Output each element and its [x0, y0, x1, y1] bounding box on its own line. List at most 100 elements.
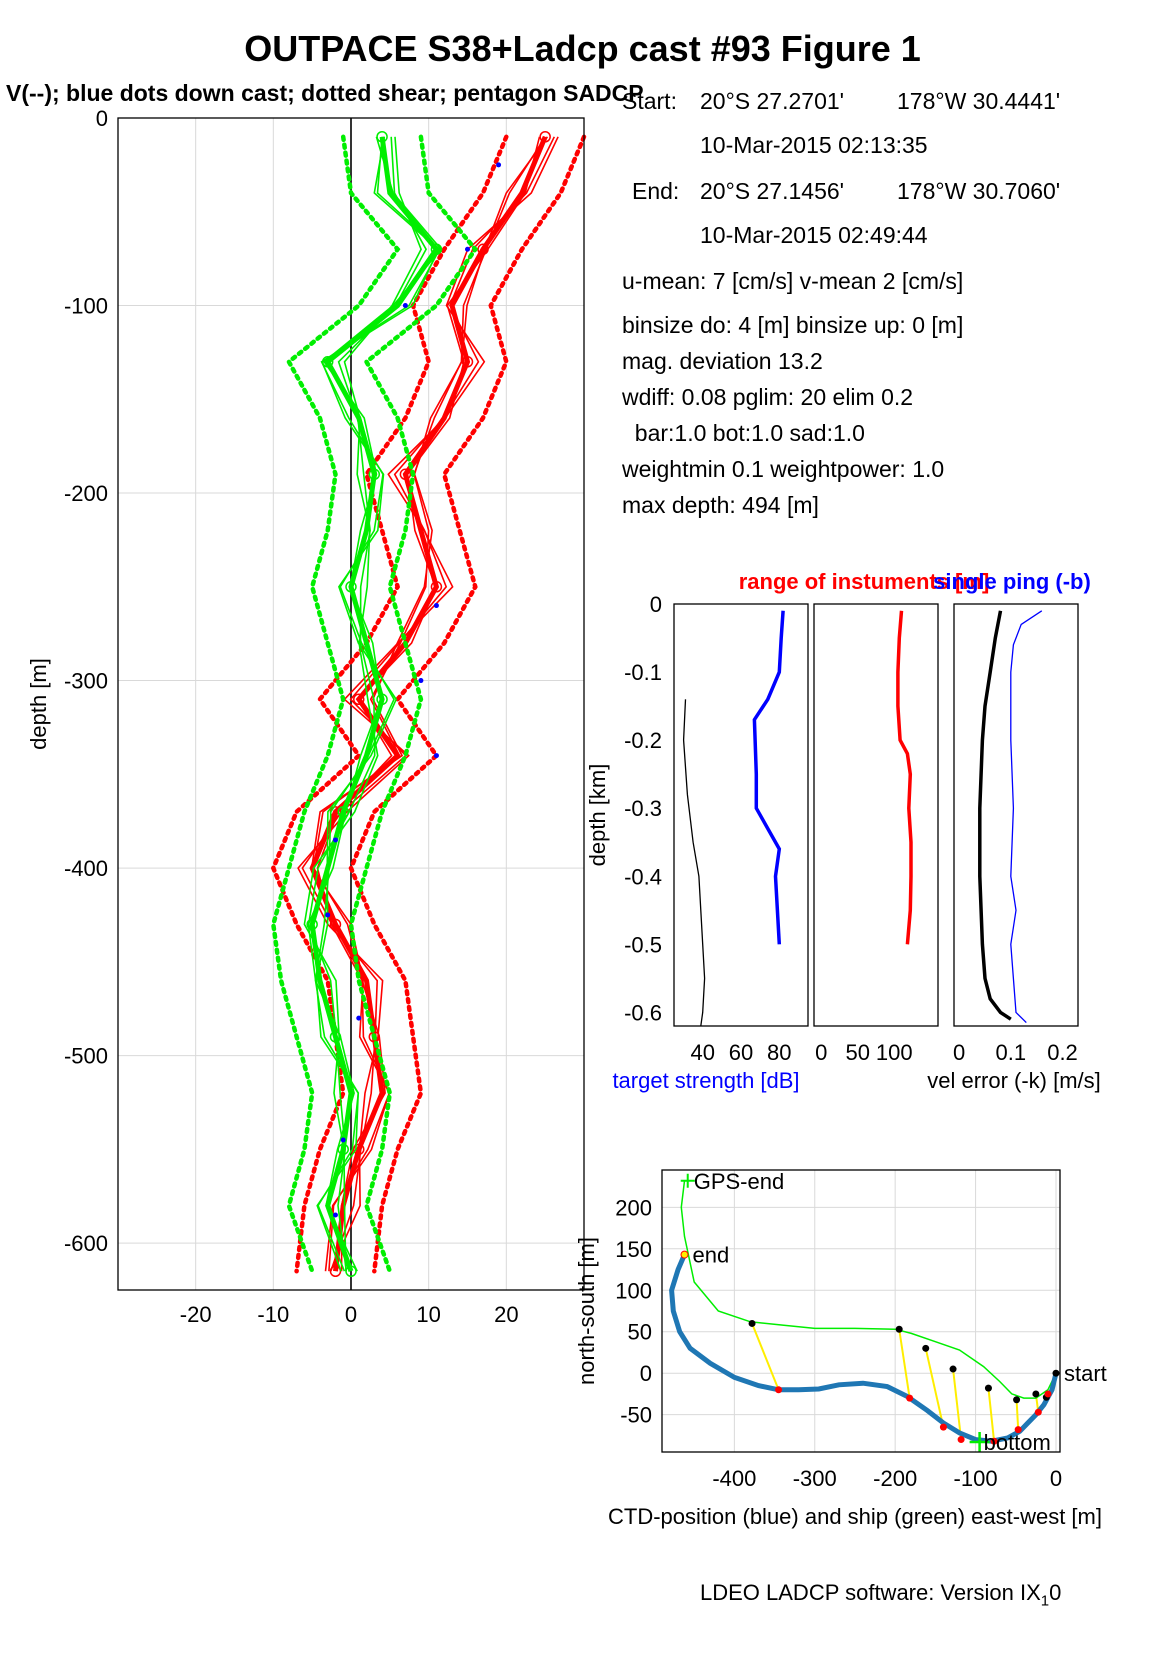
velocity-error-chart: 0 0.1 0.2 vel error (-k) [m/s]	[927, 603, 1101, 1093]
x-tick-label: 0	[815, 1040, 827, 1065]
y-axis-label: depth [m]	[26, 658, 51, 750]
sadcp-marker-u	[461, 356, 474, 368]
start-time: 10-Mar-2015 02:13:35	[700, 132, 928, 158]
binsize-info: binsize do: 4 [m] binsize up: 0 [m]	[622, 312, 964, 338]
sadcp-marker-v	[376, 131, 388, 143]
ship-marker	[748, 1319, 756, 1327]
ship-marker	[922, 1344, 930, 1352]
ctd-marker	[957, 1436, 965, 1444]
y-tick-label: -0.2	[624, 728, 662, 753]
x-tick-label: -300	[793, 1466, 837, 1491]
ctd-marker	[939, 1423, 947, 1431]
sadcp-marker-v	[337, 1143, 349, 1156]
link-line	[924, 1348, 945, 1428]
y-tick-label: -0.3	[624, 796, 662, 821]
x-tick-label: 20	[494, 1302, 518, 1327]
end-time: 10-Mar-2015 02:49:44	[700, 222, 928, 248]
y-tick-label: -500	[64, 1044, 108, 1069]
downcast-dot	[402, 303, 408, 309]
ctd-marker	[1044, 1390, 1052, 1398]
sadcp-marker-u	[329, 918, 342, 931]
panel-axes	[813, 603, 939, 1027]
series-line--k	[978, 610, 1012, 1021]
link-line	[987, 1388, 996, 1442]
y-axis-label: depth [km]	[585, 764, 610, 867]
link-line	[1015, 1399, 1020, 1430]
position-chart: GPS-end end start bottom -400 -300 -200 -100 0 20…	[574, 1169, 1107, 1529]
downcast-dot	[332, 837, 338, 843]
profile-axes	[117, 117, 585, 1291]
panel-axes	[953, 603, 1079, 1027]
shear-bound-u	[270, 134, 509, 1274]
start-label: Start:	[622, 88, 677, 114]
x-tick-label: -100	[954, 1466, 998, 1491]
y-tick-label: -0.1	[624, 660, 662, 685]
downcast-dot	[418, 678, 424, 684]
y-tick-label: -200	[64, 481, 108, 506]
y-axis-label: north-south [m]	[574, 1237, 599, 1385]
series-line-black	[682, 699, 706, 1027]
y-tick-label: 150	[615, 1237, 652, 1262]
ctd-track	[669, 1253, 1059, 1444]
ship-marker	[1032, 1390, 1040, 1398]
end-longitude: 178°W 30.7060'	[897, 178, 1061, 204]
sadcp-marker-u	[353, 693, 365, 706]
series-line-u	[310, 136, 549, 1272]
sadcp-marker-v	[345, 581, 357, 593]
ship-marker	[984, 1384, 992, 1392]
series-mean-v	[309, 136, 440, 1273]
y-tick-label: 100	[615, 1278, 652, 1303]
y-tick-label: -600	[64, 1231, 108, 1256]
panel-title-2: single ping (-b)	[933, 569, 1091, 594]
position-axes	[661, 1169, 1061, 1453]
x-tick-label: 60	[729, 1040, 753, 1065]
end-marker	[680, 1250, 689, 1259]
target-strength-chart: 40 60 80 0 -0.1 -0.2 -0.3 -0.4 -0.5 -0.6 depth [km…	[585, 569, 1091, 1093]
y-tick-label: -0.6	[624, 1000, 662, 1025]
start-latitude: 20°S 27.2701'	[700, 88, 845, 114]
x-tick-label: 0	[953, 1040, 965, 1065]
shear-bound-v	[348, 134, 479, 1274]
x-tick-label: -400	[712, 1466, 756, 1491]
sadcp-marker-u	[399, 468, 412, 481]
link-line	[751, 1323, 780, 1391]
link-line	[952, 1368, 963, 1440]
y-tick-label: 0	[640, 1361, 652, 1386]
end-latitude: 20°S 27.1456'	[700, 178, 845, 204]
max-depth-info: max depth: 494 [m]	[622, 492, 819, 518]
ctd-marker	[990, 1437, 998, 1445]
link-line	[898, 1329, 911, 1399]
ship-marker	[895, 1325, 903, 1333]
ctd-marker	[1034, 1408, 1042, 1416]
magnetic-deviation: mag. deviation 13.2	[622, 348, 823, 374]
gps-end-marker	[680, 1173, 695, 1188]
sadcp-marker-v	[430, 243, 443, 256]
weights-info: bar:1.0 bot:1.0 sad:1.0	[622, 420, 865, 446]
downcast-dot	[325, 912, 331, 918]
x-tick-label: 10	[416, 1302, 440, 1327]
sadcp-marker-v	[368, 468, 381, 481]
velocity-means: u-mean: 7 [cm/s] v-mean 2 [cm/s]	[622, 268, 964, 294]
x-tick-label: 0	[1050, 1466, 1062, 1491]
y-tick-label: -0.4	[624, 864, 662, 889]
series-line-u	[297, 136, 559, 1272]
sadcp-marker-v	[329, 1031, 342, 1043]
x-axis-label: CTD-position (blue) and ship (green) eas…	[608, 1504, 1102, 1529]
ctd-marker	[1014, 1426, 1022, 1434]
weight-power-info: weightmin 0.1 weightpower: 1.0	[622, 456, 945, 482]
y-tick-label: 0	[650, 592, 662, 617]
series-line-range	[896, 610, 913, 945]
ship-marker	[949, 1365, 957, 1373]
page-title: OUTPACE S38+Ladcp cast #93 Figure 1	[244, 28, 921, 69]
x-tick-label: -200	[873, 1466, 917, 1491]
series-line-v	[307, 136, 428, 1272]
y-tick-label: -0.5	[624, 932, 662, 957]
downcast-dot	[332, 1212, 338, 1218]
ctd-marker	[906, 1394, 914, 1402]
y-tick-label: 0	[96, 106, 108, 131]
ship-track	[680, 1180, 1057, 1399]
x-tick-label: 100	[876, 1040, 913, 1065]
x-tick-label: 0.1	[996, 1040, 1027, 1065]
sadcp-marker-v	[337, 806, 349, 818]
